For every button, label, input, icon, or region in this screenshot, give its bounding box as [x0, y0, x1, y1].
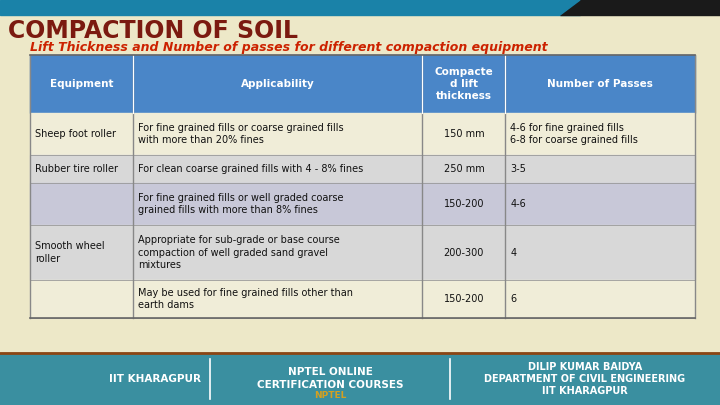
Text: DEPARTMENT OF CIVIL ENGINEERING: DEPARTMENT OF CIVIL ENGINEERING	[485, 374, 685, 384]
Text: Appropriate for sub-grade or base course
compaction of well graded sand gravel
m: Appropriate for sub-grade or base course…	[138, 235, 340, 270]
Text: DILIP KUMAR BAIDYA: DILIP KUMAR BAIDYA	[528, 362, 642, 372]
Text: Rubber tire roller: Rubber tire roller	[35, 164, 118, 174]
Text: 150 mm: 150 mm	[444, 129, 485, 139]
Bar	[30, 280, 695, 318]
Text: 4: 4	[510, 247, 516, 258]
Text: NPTEL ONLINE: NPTEL ONLINE	[287, 367, 372, 377]
Text: Number of Passes: Number of Passes	[547, 79, 653, 89]
Text: Applicability: Applicability	[240, 79, 315, 89]
Text: For fine grained fills or well graded coarse
grained fills with more than 8% fin: For fine grained fills or well graded co…	[138, 193, 343, 215]
Bar	[0, 0, 580, 15]
Text: Smooth wheel
roller: Smooth wheel roller	[35, 241, 104, 264]
Text: 3-5: 3-5	[510, 164, 526, 174]
Bar	[30, 225, 695, 280]
Text: 150-200: 150-200	[444, 294, 484, 304]
Bar	[30, 55, 695, 113]
Text: NPTEL: NPTEL	[314, 392, 346, 401]
Text: IIT KHARAGPUR: IIT KHARAGPUR	[109, 374, 201, 384]
Text: 250 mm: 250 mm	[444, 164, 485, 174]
Text: IIT KHARAGPUR: IIT KHARAGPUR	[542, 386, 628, 396]
Text: Lift Thickness and Number of passes for different compaction equipment: Lift Thickness and Number of passes for …	[30, 40, 548, 53]
Text: 4-6: 4-6	[510, 199, 526, 209]
Text: 150-200: 150-200	[444, 199, 484, 209]
Bar	[0, 353, 720, 405]
Text: For clean coarse grained fills with 4 - 8% fines: For clean coarse grained fills with 4 - …	[138, 164, 364, 174]
Text: COMPACTION OF SOIL: COMPACTION OF SOIL	[8, 19, 298, 43]
Text: CERTIFICATION COURSES: CERTIFICATION COURSES	[257, 380, 403, 390]
Bar	[30, 113, 695, 155]
Bar	[30, 155, 695, 183]
Bar	[30, 183, 695, 225]
Text: Compacte
d lift
thickness: Compacte d lift thickness	[435, 66, 493, 101]
Text: Sheep foot roller: Sheep foot roller	[35, 129, 116, 139]
Polygon shape	[560, 0, 720, 15]
Text: Equipment: Equipment	[50, 79, 113, 89]
Text: 200-300: 200-300	[444, 247, 484, 258]
Text: For fine grained fills or coarse grained fills
with more than 20% fines: For fine grained fills or coarse grained…	[138, 123, 343, 145]
Text: May be used for fine grained fills other than
earth dams: May be used for fine grained fills other…	[138, 288, 353, 310]
Text: 6: 6	[510, 294, 516, 304]
Polygon shape	[560, 0, 580, 15]
Text: 4-6 for fine grained fills
6-8 for coarse grained fills: 4-6 for fine grained fills 6-8 for coars…	[510, 123, 639, 145]
